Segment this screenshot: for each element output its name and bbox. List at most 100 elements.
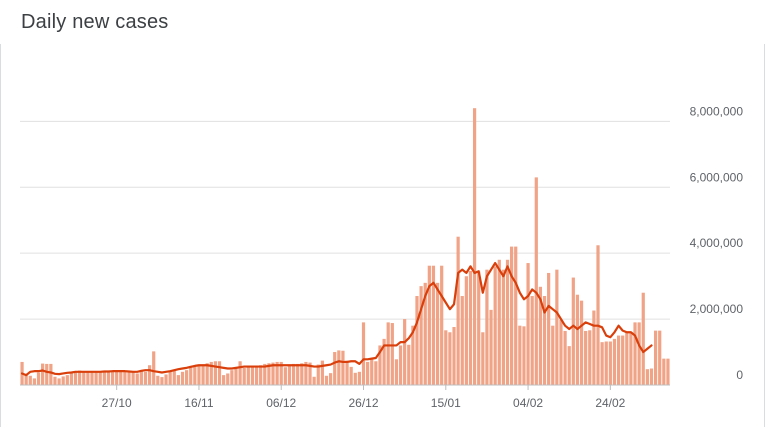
bar (431, 265, 436, 385)
bar (411, 325, 415, 385)
bar (283, 367, 287, 385)
bar (337, 350, 341, 385)
bar (308, 362, 312, 385)
bar (489, 309, 493, 385)
bar (579, 300, 584, 385)
bar (357, 371, 362, 385)
bar (415, 296, 419, 385)
y-tick-label: 0 (736, 368, 743, 382)
bar (205, 363, 209, 385)
bar (584, 330, 588, 385)
bar (115, 371, 119, 385)
bar (234, 368, 238, 385)
bar (472, 108, 477, 385)
bar (160, 377, 164, 385)
bar (193, 366, 197, 385)
bar (464, 276, 468, 385)
bar (230, 370, 234, 385)
bar (477, 271, 481, 385)
bar (608, 341, 612, 385)
bar (514, 246, 518, 385)
bar (645, 369, 649, 385)
bar (238, 361, 242, 385)
bar (197, 365, 201, 385)
bar (147, 365, 152, 385)
bar (296, 363, 300, 385)
bar (263, 363, 267, 385)
bar (662, 358, 666, 385)
bar (633, 322, 637, 385)
bar (374, 361, 378, 385)
bar (419, 286, 423, 385)
bar (407, 344, 411, 385)
bar (534, 177, 538, 385)
bar (386, 322, 390, 385)
bar (649, 368, 654, 385)
bar (563, 330, 567, 385)
bar (213, 361, 218, 385)
bar (246, 367, 250, 385)
bar (61, 376, 65, 385)
bar (518, 325, 522, 385)
bar (53, 376, 57, 385)
bar (341, 350, 345, 385)
x-tick-label: 04/02 (513, 396, 543, 410)
bar (36, 372, 41, 385)
bar (398, 345, 403, 385)
bar (349, 366, 353, 385)
bar (612, 338, 617, 385)
bar (440, 265, 444, 385)
bar (510, 246, 514, 385)
x-tick-label: 15/01 (431, 396, 461, 410)
bar (32, 378, 37, 385)
bar (641, 292, 645, 385)
bar (468, 270, 473, 385)
bar (90, 372, 94, 385)
bar (41, 363, 45, 385)
bar (316, 364, 320, 385)
bar (588, 330, 592, 385)
bar (164, 374, 168, 385)
bar (209, 361, 213, 385)
bar (131, 372, 135, 385)
bar (110, 371, 115, 385)
bar (267, 363, 271, 385)
bar (65, 375, 69, 385)
bar (658, 330, 662, 385)
bar (452, 327, 456, 385)
bar (353, 372, 357, 385)
bar (242, 367, 246, 385)
bar (530, 296, 534, 385)
bar (312, 376, 316, 385)
bar (201, 364, 205, 385)
bar (106, 372, 111, 385)
bar (287, 365, 292, 385)
bar (320, 360, 324, 385)
bar (222, 375, 226, 385)
bar (501, 269, 505, 385)
bar (361, 322, 366, 385)
bar (505, 259, 510, 385)
bar (271, 362, 275, 385)
bar (653, 330, 658, 385)
bar (135, 373, 139, 385)
bar (423, 282, 427, 385)
bar (448, 332, 452, 385)
bar (444, 330, 448, 385)
card-left-border (0, 44, 1, 427)
bar (394, 359, 399, 385)
bar (69, 372, 74, 385)
bar (254, 365, 259, 385)
bar (78, 370, 82, 385)
bar (123, 371, 127, 385)
bar (555, 269, 559, 385)
bar (324, 375, 329, 385)
bar (382, 338, 386, 385)
bar (571, 277, 575, 385)
bar (143, 371, 148, 385)
bar (526, 263, 530, 385)
bar (102, 371, 106, 385)
bar (217, 361, 222, 385)
